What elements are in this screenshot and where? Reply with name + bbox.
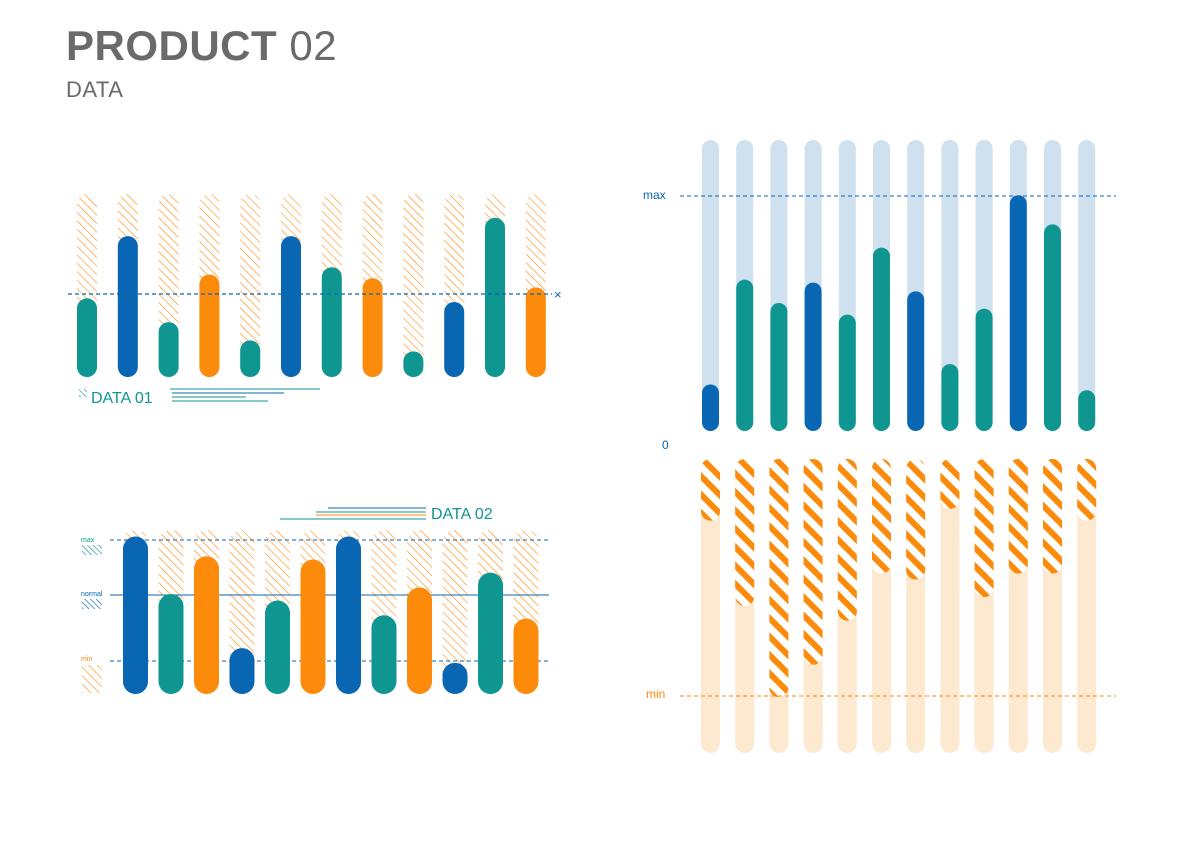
chart-lower-right-bar xyxy=(872,459,891,574)
chart-upper-right-bar xyxy=(838,314,856,431)
chart-lower-right-bar xyxy=(837,459,857,621)
chart-lower-right-bar xyxy=(701,459,720,521)
chart-data02-bar xyxy=(123,536,148,694)
chart-upper-right-zero-label: 0 xyxy=(662,438,669,452)
chart-data01-bar xyxy=(321,267,342,377)
chart-upper-right-bar xyxy=(873,247,890,431)
chart-upper-right-bar-track xyxy=(702,140,719,431)
chart-data01-reference-marker: × xyxy=(554,287,562,302)
chart-lower-right-bar xyxy=(1008,459,1028,574)
chart-data02-legend-normal-swatch xyxy=(82,599,102,609)
chart-upper-right-bar xyxy=(1078,390,1096,431)
chart-data01-bar xyxy=(240,340,261,377)
chart-upper-right-max-label: max xyxy=(643,188,666,202)
chart-upper-right-bar xyxy=(736,279,754,431)
chart-data01-background-bars xyxy=(77,194,546,377)
chart-data02-title: DATA 02 xyxy=(431,506,493,523)
chart-data02-bar xyxy=(158,593,184,694)
chart-data02-bar xyxy=(265,600,290,694)
chart-data01-bar xyxy=(158,322,179,377)
chart-data01-title: DATA 01 xyxy=(91,390,153,407)
chart-lower-right-bar xyxy=(735,459,755,606)
page-subtitle: DATA xyxy=(66,77,124,102)
chart-data02-bars xyxy=(123,536,539,694)
chart-data01: × DATA 01 xyxy=(68,194,562,407)
chart-data01-bar xyxy=(281,236,301,377)
chart-data02-legend-normal-label: normal xyxy=(81,591,103,598)
chart-upper-right-bar xyxy=(1044,224,1061,431)
chart-lower-right-min-label: min xyxy=(646,687,665,701)
chart-data02-legend-min-label: min xyxy=(81,656,92,663)
chart-data01-bar-track xyxy=(403,194,424,377)
chart-data01-bar xyxy=(403,351,424,377)
chart-upper-right: max 0 xyxy=(643,140,1116,452)
chart-data01-bar xyxy=(117,236,138,377)
chart-data01-bar xyxy=(77,298,97,377)
chart-data02-background-bars xyxy=(123,530,539,694)
page-title-number: 02 xyxy=(289,22,338,69)
page-header: PRODUCT 02 DATA xyxy=(66,22,337,104)
chart-lower-right-bar xyxy=(1077,459,1097,521)
chart-lower-right-bar xyxy=(1043,459,1062,574)
page-title: PRODUCT 02 xyxy=(66,22,337,70)
chart-data01-bar xyxy=(444,301,465,377)
chart-data01-bar-track xyxy=(240,194,261,377)
chart-upper-right-bar xyxy=(941,364,959,431)
chart-upper-right-bar xyxy=(770,302,788,431)
chart-lower-right-bar xyxy=(769,459,789,698)
chart-data02-bar xyxy=(513,618,539,694)
chart-data02-decor-lines xyxy=(280,507,426,520)
chart-data01-decor-lines xyxy=(170,388,320,402)
chart-data02-bar xyxy=(194,556,219,694)
chart-data02-legend-max-label: max xyxy=(81,537,95,544)
chart-upper-right-bar xyxy=(907,291,925,431)
chart-lower-right: min xyxy=(646,459,1116,753)
chart-upper-right-bar xyxy=(975,308,993,431)
chart-lower-right-bar xyxy=(940,459,960,509)
chart-upper-right-bar xyxy=(804,282,822,431)
chart-data02-bar xyxy=(229,648,255,694)
chart-data02-legend-min-swatch xyxy=(82,665,102,693)
chart-data01-bars xyxy=(77,217,546,377)
chart-data02-bar xyxy=(371,615,397,694)
chart-data02-bar xyxy=(407,587,432,694)
chart-lower-right-background-bars xyxy=(701,459,1097,753)
chart-upper-right-bar-track xyxy=(941,140,959,431)
chart-data02-bar xyxy=(300,559,326,694)
page-title-bold: PRODUCT xyxy=(66,22,278,69)
chart-upper-right-bar-track xyxy=(1078,140,1096,431)
chart-data01-bar xyxy=(525,287,546,377)
chart-lower-right-bar-track xyxy=(1077,459,1097,753)
chart-data01-legend-swatch xyxy=(79,389,87,397)
chart-lower-right-bar-track xyxy=(940,459,960,753)
chart-data01-bar xyxy=(199,274,220,377)
chart-lower-right-bar-track xyxy=(701,459,720,753)
chart-lower-right-bar xyxy=(803,459,823,665)
chart-upper-right-bar xyxy=(702,384,719,431)
chart-lower-right-bar xyxy=(906,459,926,580)
chart-upper-right-bar xyxy=(1009,195,1027,431)
chart-data02-bar xyxy=(478,572,503,694)
chart-data02-legend-max-swatch xyxy=(82,545,102,555)
chart-data02-bar xyxy=(336,536,361,694)
chart-data02-bar-track xyxy=(442,530,468,694)
chart-data01-bar xyxy=(485,217,505,377)
chart-upper-right-background-bars xyxy=(702,140,1096,431)
chart-lower-right-bar xyxy=(974,459,994,598)
chart-data02: DATA 02 max normal min xyxy=(81,506,549,694)
chart-data01-bar xyxy=(362,278,383,377)
chart-data02-bar xyxy=(442,662,468,694)
chart-upper-right-bars xyxy=(702,195,1096,431)
chart-lower-right-bars xyxy=(701,459,1097,698)
